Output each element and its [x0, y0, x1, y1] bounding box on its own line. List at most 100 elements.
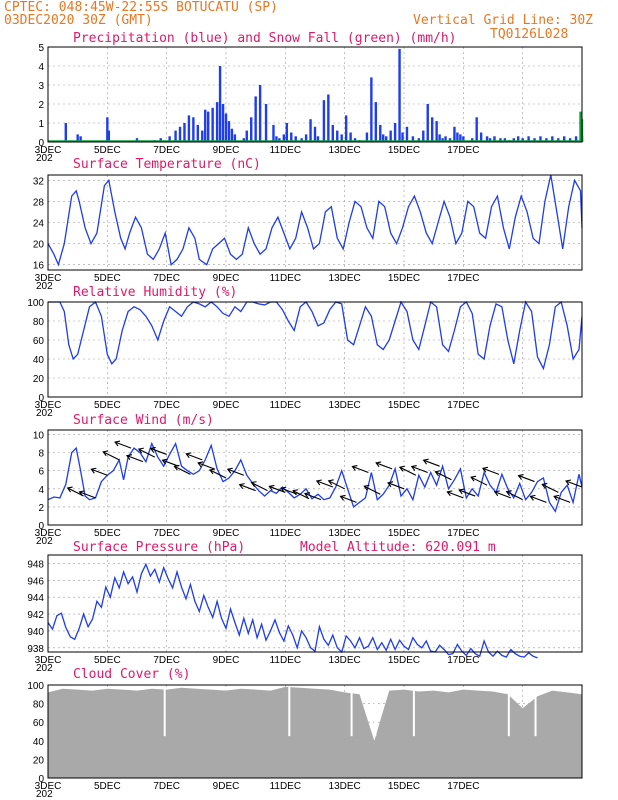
- y-tick-label: 946: [27, 576, 44, 587]
- precip-bar: [405, 126, 409, 142]
- panel-2: Relative Humidity (%) 0 20 40 60 80 100 3DEC 5DE…: [27, 285, 583, 419]
- wind-arrowhead: [541, 482, 548, 489]
- precip-bar: [278, 138, 281, 142]
- precip-bar: [218, 66, 222, 142]
- y-tick-label: 20: [33, 755, 45, 766]
- precip-bar: [204, 109, 207, 142]
- x-tick-label: 15DEC: [388, 145, 420, 156]
- y-tick-label: 942: [27, 610, 44, 621]
- precip-bar: [426, 104, 429, 142]
- x-tick-label: 15DEC: [388, 528, 420, 539]
- wind-arrowhead: [250, 481, 257, 487]
- x-tick-label: 13DEC: [329, 655, 361, 666]
- wind-arrowhead: [161, 458, 168, 465]
- wind-arrow: [482, 467, 500, 475]
- precip-bar: [207, 111, 210, 142]
- y-tick-label: 0: [38, 393, 44, 404]
- y-tick-label: 1: [38, 119, 44, 130]
- x-tick-label: 17DEC: [447, 528, 479, 539]
- x-tick-label: 13DEC: [329, 145, 361, 156]
- panel-5: Cloud Cover (%) 0 20 40 60 80 100 3DEC 5DEC 7DEC 9…: [27, 667, 583, 800]
- precip-bar: [353, 138, 357, 142]
- precip-bar: [521, 138, 524, 142]
- precip-bar: [327, 94, 330, 142]
- wind-arrowhead: [339, 494, 346, 501]
- precip-bar: [313, 126, 317, 142]
- precip-bar: [349, 132, 352, 142]
- code-header: TQ0126L028: [490, 27, 568, 42]
- wind-arrowhead: [351, 464, 358, 471]
- y-tick-label: 80: [33, 700, 45, 711]
- wind-arrow: [506, 491, 523, 501]
- wind-arrowhead: [565, 479, 572, 486]
- precip-bar: [493, 136, 496, 142]
- x-tick-label: 7DEC: [153, 528, 180, 539]
- precip-bar: [365, 132, 369, 142]
- y-tick-label: 5: [38, 43, 44, 54]
- wind-arrowhead: [137, 447, 144, 454]
- y-tick-label: 60: [33, 336, 45, 347]
- wind-arrowhead: [363, 484, 370, 491]
- wind-arrowhead: [280, 486, 287, 493]
- precip-bar: [545, 138, 548, 142]
- x-tick-label: 15DEC: [388, 273, 420, 284]
- y-tick-label: 20: [33, 374, 45, 385]
- precip-bar: [393, 123, 397, 142]
- precip-bar: [187, 115, 191, 142]
- wind-arrowhead: [458, 488, 465, 495]
- wind-arrowhead: [173, 464, 180, 471]
- cloud-gap: [163, 685, 166, 737]
- wind-arrow: [102, 451, 120, 461]
- x-tick-label: 5DEC: [94, 273, 121, 284]
- wind-arrowhead: [470, 475, 477, 482]
- precip-bar: [331, 124, 334, 142]
- wind-arrow: [542, 483, 559, 493]
- wind-arrow: [126, 455, 144, 463]
- precip-bar: [344, 115, 348, 142]
- wind-arrow: [364, 485, 381, 495]
- wind-arrowhead: [125, 454, 133, 460]
- x-tick-label: 11DEC: [270, 781, 302, 792]
- x-tick-label: 11DEC: [270, 273, 302, 284]
- x-tick-label: 11DEC: [270, 528, 302, 539]
- precip-bar: [374, 102, 378, 142]
- cloud-gap: [288, 685, 291, 737]
- wind-arrow: [340, 495, 357, 503]
- precip-bar: [230, 128, 234, 142]
- x-tick-label: 9DEC: [213, 145, 240, 156]
- y-tick-label: 4: [38, 62, 44, 73]
- precip-bar: [135, 138, 139, 142]
- wind-arrow: [447, 491, 464, 499]
- precip-bar: [488, 138, 492, 142]
- precip-bar: [456, 132, 459, 142]
- x-tick-label: 3DEC: [35, 655, 62, 666]
- wind-arrowhead: [185, 452, 192, 459]
- panel-frame: [47, 554, 583, 653]
- precip-bar: [422, 130, 425, 142]
- wind-arrowhead: [268, 484, 275, 491]
- panel-3: Surface Wind (m/s) 0 2 4 6 8 10 3DEC 5DEC 7DEC 9DE…: [33, 413, 583, 547]
- precip-bar: [435, 121, 438, 142]
- precip-bar: [417, 138, 421, 142]
- precip-bar: [201, 130, 204, 142]
- wind-arrowhead: [553, 494, 560, 501]
- precip-bar: [192, 117, 195, 142]
- precip-bar: [533, 138, 536, 142]
- x-tick-label: 9DEC: [213, 400, 240, 411]
- x-tick-label: 9DEC: [213, 273, 240, 284]
- y-tick-label: 24: [33, 219, 45, 230]
- wind-arrow: [423, 459, 440, 467]
- cloud-area: [48, 686, 582, 778]
- x-tick-label: 17DEC: [447, 145, 479, 156]
- x-tick-label: 9DEC: [213, 528, 240, 539]
- wind-arrow: [459, 489, 476, 497]
- y-tick-label: 2: [38, 100, 44, 111]
- x-tick-label: 13DEC: [329, 528, 361, 539]
- wind-arrow: [565, 480, 583, 488]
- precip-bar: [245, 130, 248, 142]
- precip-bar: [258, 85, 262, 142]
- precip-bar: [275, 136, 278, 142]
- precip-bar: [340, 134, 343, 142]
- precip-bar: [178, 126, 182, 142]
